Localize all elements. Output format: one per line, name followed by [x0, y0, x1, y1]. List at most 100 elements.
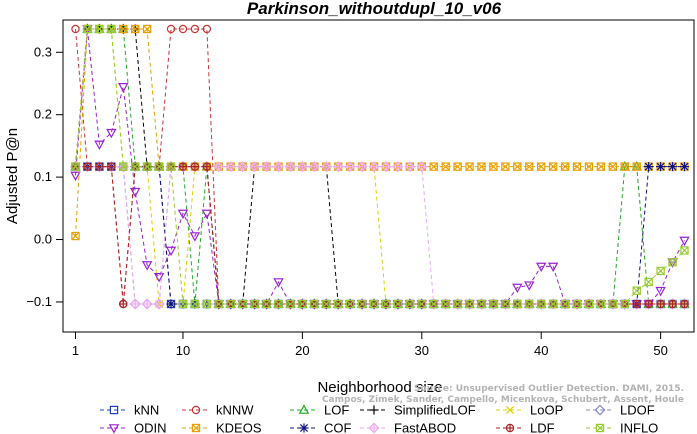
- point-fastabod: [308, 161, 320, 173]
- point-kdeos: [477, 162, 486, 171]
- point-fastabod: [273, 161, 284, 173]
- point-inflo: [226, 299, 235, 309]
- credit-line-2: Campos, Zimek, Sander, Campello, Micenko…: [322, 395, 684, 405]
- point-inflo: [310, 299, 319, 309]
- point-inflo: [190, 299, 200, 309]
- y-tick-label: 0.0: [34, 232, 52, 247]
- point-ldf: [644, 299, 653, 309]
- x-tick-label: 30: [415, 343, 429, 358]
- point-odin: [129, 187, 141, 198]
- x-tick-label: 10: [176, 343, 190, 358]
- point-inflo: [274, 299, 283, 309]
- point-inflo: [429, 299, 438, 309]
- legend-marker-loop: [505, 405, 515, 415]
- y-tick-label: 0.1: [34, 169, 52, 184]
- legend-marker-knnw: [191, 405, 201, 415]
- point-odin: [153, 272, 165, 283]
- point-inflo: [202, 299, 212, 309]
- point-knnw: [190, 24, 200, 34]
- point-inflo: [620, 299, 629, 309]
- chart-title: Parkinson_withoutdupl_10_v06: [247, 0, 502, 18]
- point-cof: [679, 162, 690, 172]
- legend-marker-odin: [108, 424, 120, 434]
- point-fastabod: [141, 298, 153, 310]
- y-tick-label: −0.1: [26, 294, 52, 309]
- point-ldf: [668, 299, 677, 309]
- point-kdeos: [453, 162, 462, 171]
- point-odin: [165, 246, 177, 257]
- point-kdeos: [441, 162, 450, 171]
- point-inflo: [405, 299, 415, 309]
- point-odin: [547, 262, 559, 273]
- point-inflo: [632, 286, 641, 295]
- point-fastabod: [153, 298, 165, 310]
- point-fastabod: [284, 161, 296, 173]
- credit-line-1: Source: Unsupervised Outlier Detection. …: [414, 384, 684, 394]
- legend-label: SimplifiedLOF: [394, 403, 476, 418]
- legend-marker-kdeos: [191, 423, 201, 433]
- legend-label: COF: [324, 421, 352, 434]
- point-knnw: [71, 24, 80, 34]
- legend-marker-ldf: [505, 423, 515, 433]
- legend-item-inflo: INFLO: [586, 421, 658, 434]
- point-odin: [70, 171, 81, 182]
- legend-label: INFLO: [620, 421, 658, 434]
- legend-item-kdeos: KDEOS: [182, 421, 262, 434]
- series-inflo: [71, 24, 689, 309]
- point-inflo: [572, 299, 582, 309]
- legend-item-odin: ODIN: [100, 421, 167, 434]
- legend-label: FastABOD: [394, 421, 456, 434]
- series-lof: [70, 23, 690, 308]
- series-layer: [70, 23, 690, 310]
- point-kdeos: [119, 24, 128, 34]
- point-inflo: [322, 299, 331, 309]
- point-fastabod: [296, 161, 308, 173]
- point-odin: [189, 232, 201, 242]
- legend-item-ldof: LDOF: [586, 403, 655, 418]
- point-inflo: [441, 299, 450, 309]
- point-inflo: [393, 299, 403, 309]
- point-inflo: [369, 299, 379, 309]
- point-kdeos: [525, 162, 534, 171]
- point-inflo: [537, 299, 546, 309]
- point-ldf: [119, 299, 128, 309]
- y-tick-label: 0.2: [34, 107, 52, 122]
- point-kdeos: [632, 162, 641, 171]
- point-ldf: [83, 162, 92, 171]
- point-inflo: [298, 299, 307, 309]
- point-inflo: [656, 266, 665, 276]
- point-odin: [118, 83, 129, 93]
- point-inflo: [668, 257, 677, 267]
- point-ldf: [632, 299, 641, 309]
- legend-item-lof: LOF: [290, 403, 349, 418]
- point-inflo: [608, 299, 618, 309]
- x-axis-label: Neighborhood size: [317, 379, 442, 396]
- point-fastabod: [332, 161, 344, 173]
- point-inflo: [178, 299, 188, 309]
- point-inflo: [262, 299, 271, 309]
- point-kdeos: [608, 162, 618, 171]
- point-kdeos: [465, 162, 474, 171]
- point-ldf: [202, 162, 212, 171]
- point-kdeos: [489, 162, 498, 171]
- point-kdeos: [572, 162, 582, 171]
- point-ldf: [680, 299, 689, 309]
- point-inflo: [680, 246, 689, 255]
- point-kdeos: [596, 162, 606, 171]
- point-kdeos: [560, 162, 570, 171]
- point-kdeos: [620, 162, 629, 171]
- point-inflo: [596, 299, 606, 309]
- point-ldf: [95, 162, 104, 171]
- series-line-kdeos: [75, 28, 685, 237]
- point-inflo: [489, 299, 498, 309]
- point-inflo: [119, 162, 128, 171]
- point-kdeos: [548, 162, 558, 171]
- point-kdeos: [71, 231, 80, 241]
- point-odin: [535, 262, 547, 273]
- point-fastabod: [249, 161, 261, 173]
- point-odin: [655, 286, 666, 297]
- legend-item-loop: LoOP: [496, 403, 563, 418]
- legend-label: LOF: [324, 403, 349, 418]
- legend-item-fastabod: FastABOD: [360, 421, 456, 434]
